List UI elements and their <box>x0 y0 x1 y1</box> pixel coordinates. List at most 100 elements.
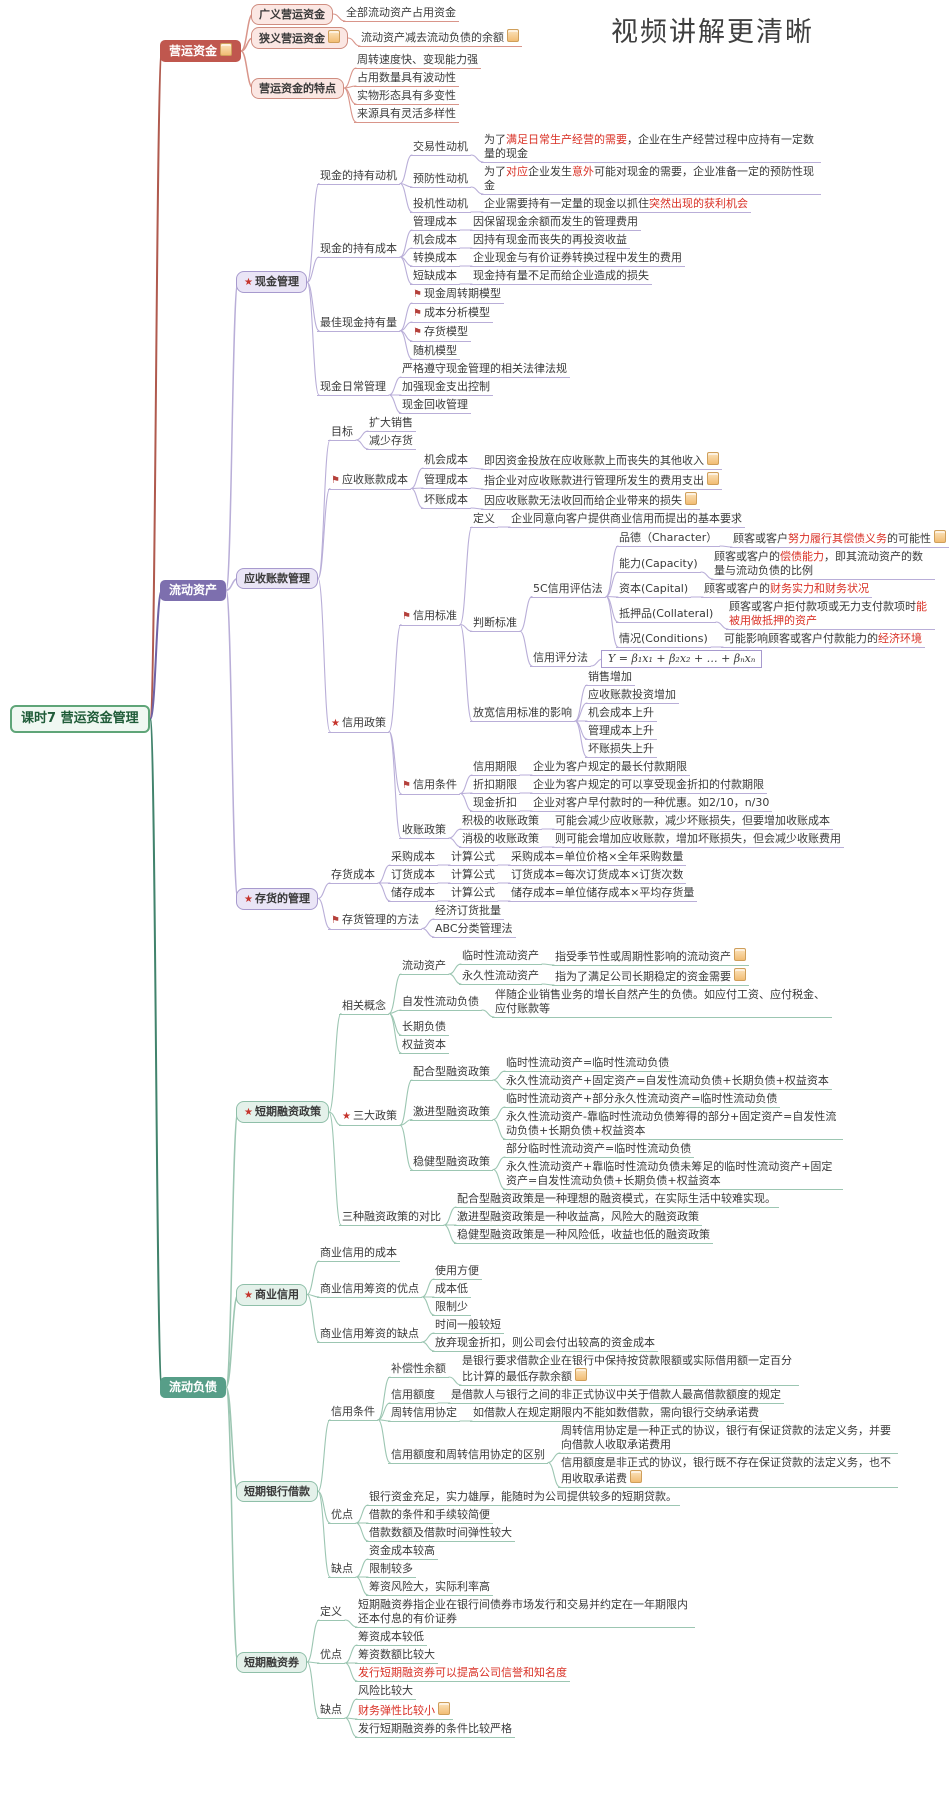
topic[interactable]: 部分临时性流动资产=临时性流动负债 <box>503 1142 695 1158</box>
topic[interactable]: ⚑ 信用条件 <box>399 778 460 795</box>
topic[interactable]: 可能会减少应收账款，减少坏账损失，但要增加收账成本 <box>552 814 833 830</box>
topic[interactable]: ⚑ 现金周转期模型 <box>410 287 504 304</box>
formula-node[interactable]: Y = β₁x₁ + β₂x₂ + … + βₙxₙ <box>601 650 763 668</box>
topic[interactable]: 经济订货批量 <box>432 904 504 920</box>
topic[interactable]: 管理成本 <box>410 215 460 231</box>
topic[interactable]: 定义 <box>470 512 498 528</box>
topic[interactable]: ABC分类管理法 <box>432 922 516 938</box>
topic[interactable]: 销售增加 <box>585 670 635 686</box>
topic[interactable]: 减少存货 <box>366 434 416 450</box>
topic[interactable]: 投机性动机 <box>410 197 471 213</box>
topic[interactable]: 订货成本 <box>388 868 438 884</box>
topic[interactable]: 商业信用筹资的优点 <box>317 1282 422 1298</box>
topic[interactable]: 判断标准 <box>470 616 520 632</box>
topic[interactable]: 企业同意向客户提供商业信用而提出的基本要求 <box>508 512 745 528</box>
topic[interactable]: 来源具有灵活多样性 <box>354 107 459 123</box>
topic[interactable]: 成本低 <box>432 1282 471 1298</box>
topic[interactable]: 应收账款投资增加 <box>585 688 679 704</box>
topic[interactable]: 预防性动机 <box>410 172 471 188</box>
topic[interactable]: 顾客或客户的偿债能力，即其流动资产的数量与流动负债的比例 <box>711 550 935 580</box>
topic[interactable]: 积极的收账政策 <box>459 814 542 830</box>
topic[interactable]: 商业信用的成本 <box>317 1246 400 1262</box>
branch-topic[interactable]: 营运资金 <box>160 40 242 62</box>
topic[interactable]: 永久性流动资产-靠临时性流动负债筹得的部分+固定资产=自发性流动负债+长期负债+… <box>503 1110 843 1140</box>
subtopic[interactable]: 短期融资券 <box>236 1652 307 1673</box>
topic[interactable]: ⚑ 成本分析模型 <box>410 306 493 323</box>
topic[interactable]: 采购成本=单位价格×全年采购数量 <box>508 850 687 866</box>
topic[interactable]: 发行短期融资券的条件比较严格 <box>355 1722 515 1738</box>
topic[interactable]: 是银行要求借款企业在银行中保持按贷款限额或实际借用额一定百分比计算的最低存款余额 <box>459 1354 799 1386</box>
topic[interactable]: 品德（Character） <box>616 531 721 547</box>
topic[interactable]: 交易性动机 <box>410 140 471 156</box>
topic[interactable]: ⚑ 应收账款成本 <box>328 473 411 490</box>
subtopic[interactable]: 营运资金的特点 <box>251 78 344 99</box>
topic[interactable]: 占用数量具有波动性 <box>354 71 459 87</box>
topic[interactable]: 5C信用评估法 <box>530 582 606 598</box>
topic[interactable]: 采购成本 <box>388 850 438 866</box>
topic[interactable]: 储存成本 <box>388 886 438 902</box>
branch-topic[interactable]: 流动资产 <box>160 580 227 601</box>
topic[interactable]: 指企业对应收账款进行管理所发生的费用支出 <box>481 472 722 490</box>
topic[interactable]: 长期负债 <box>399 1020 449 1036</box>
topic[interactable]: 严格遵守现金管理的相关法律法规 <box>399 362 570 378</box>
topic[interactable]: 信用额度 <box>388 1388 438 1404</box>
topic[interactable]: 收账政策 <box>399 823 449 839</box>
topic[interactable]: 借款数额及借款时间弹性较大 <box>366 1526 515 1542</box>
topic[interactable]: 因应收账款无法收回而给企业带来的损失 <box>481 492 700 510</box>
topic[interactable]: 信用条件 <box>328 1405 378 1421</box>
topic[interactable]: 如借款人在规定期限内不能如数借款，需向银行交纳承诺费 <box>470 1406 762 1422</box>
topic[interactable]: 永久性流动资产+靠临时性流动负债未筹足的临时性流动资产+固定资产=自发性流动负债… <box>503 1160 843 1190</box>
topic[interactable]: 借款的条件和手续较简便 <box>366 1508 493 1524</box>
topic[interactable]: 管理成本上升 <box>585 724 657 740</box>
topic[interactable]: 机会成本 <box>410 233 460 249</box>
topic[interactable]: 永久性流动资产+固定资产=自发性流动负债+长期负债+权益资本 <box>503 1074 832 1090</box>
topic[interactable]: 目标 <box>328 425 356 441</box>
topic[interactable]: 激进型融资政策是一种收益高，风险大的融资政策 <box>454 1210 702 1226</box>
topic[interactable]: 顾客或客户拒付款项或无力支付款项时能被用做抵押的资产 <box>726 600 935 630</box>
topic[interactable]: 时间一般较短 <box>432 1318 504 1334</box>
topic[interactable]: 相关概念 <box>339 999 389 1015</box>
topic[interactable]: 配合型融资政策 <box>410 1065 493 1081</box>
topic[interactable]: 短期融资券指企业在银行间债券市场发行和交易并约定在一年期限内还本付息的有价证券 <box>355 1598 695 1628</box>
topic[interactable]: 计算公式 <box>448 850 498 866</box>
topic[interactable]: 缺点 <box>317 1703 345 1719</box>
topic[interactable]: 企业需要持有一定量的现金以抓住突然出现的获利机会 <box>481 197 751 213</box>
topic[interactable]: ★ 三大政策 <box>339 1109 400 1126</box>
topic[interactable]: 坏账损失上升 <box>585 742 657 758</box>
topic[interactable]: 放宽信用标准的影响 <box>470 706 575 722</box>
topic[interactable]: ⚑ 存货模型 <box>410 325 471 342</box>
subtopic[interactable]: ★ 现金管理 <box>236 271 307 293</box>
topic[interactable]: 信用期限 <box>470 760 520 776</box>
topic[interactable]: 使用方便 <box>432 1264 482 1280</box>
topic[interactable]: 筹资数额比较大 <box>355 1648 438 1664</box>
topic[interactable]: 企业为客户规定的最长付款期限 <box>530 760 690 776</box>
topic[interactable]: 流动资产 <box>399 959 449 975</box>
topic[interactable]: 转换成本 <box>410 251 460 267</box>
topic[interactable]: 全部流动资产占用资金 <box>343 6 459 22</box>
topic[interactable]: 现金的持有动机 <box>317 169 400 185</box>
topic[interactable]: 稳健型融资政策 <box>410 1155 493 1171</box>
topic[interactable]: ★ 信用政策 <box>328 716 389 733</box>
topic[interactable]: 周转信用协定是一种正式的协议，银行有保证贷款的法定义务，并要向借款人收取承诺费用 <box>558 1424 898 1454</box>
subtopic[interactable]: 广义营运资金 <box>251 4 333 25</box>
topic[interactable]: 现金折扣 <box>470 796 520 812</box>
subtopic[interactable]: ★ 存货的管理 <box>236 888 318 910</box>
topic[interactable]: 资本(Capital) <box>616 582 692 598</box>
topic[interactable]: 能力(Capacity) <box>616 557 701 573</box>
topic[interactable]: 因持有现金而丧失的再投资收益 <box>470 233 630 249</box>
topic[interactable]: 筹资风险大，实际利率高 <box>366 1580 493 1596</box>
topic[interactable]: 临时性流动资产+部分永久性流动资产=临时性流动负债 <box>503 1092 781 1108</box>
topic[interactable]: 信用额度是非正式的协议，银行既不存在保证贷款的法定义务，也不用收取承诺费 <box>558 1456 898 1488</box>
topic[interactable]: 激进型融资政策 <box>410 1105 493 1121</box>
topic[interactable]: 订货成本=每次订货成本×订货次数 <box>508 868 687 884</box>
subtopic[interactable]: 短期银行借款 <box>236 1481 318 1502</box>
topic[interactable]: 伴随企业销售业务的增长自然产生的负债。如应付工资、应付税金、应付账款等 <box>492 988 832 1018</box>
topic[interactable]: 定义 <box>317 1605 345 1621</box>
topic[interactable]: 优点 <box>328 1508 356 1524</box>
topic[interactable]: 财务弹性比较小 <box>355 1702 453 1720</box>
topic[interactable]: 补偿性余额 <box>388 1362 449 1378</box>
subtopic[interactable]: 狭义营运资金 <box>251 27 348 49</box>
topic[interactable]: 三种融资政策的对比 <box>339 1210 444 1226</box>
topic[interactable]: 指为了满足公司长期稳定的资金需要 <box>552 968 749 986</box>
topic[interactable]: 信用评分法 <box>530 651 591 667</box>
